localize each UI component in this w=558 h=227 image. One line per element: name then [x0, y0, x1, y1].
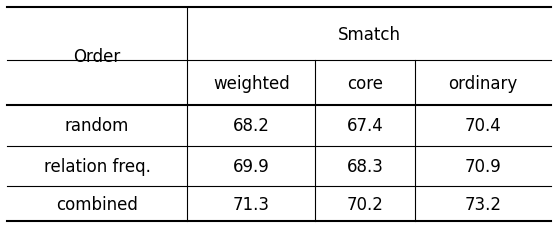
Text: 70.2: 70.2	[347, 195, 383, 213]
Text: 71.3: 71.3	[233, 195, 270, 213]
Text: 67.4: 67.4	[347, 117, 383, 135]
Text: 73.2: 73.2	[465, 195, 502, 213]
Text: Order: Order	[74, 48, 121, 66]
Text: combined: combined	[56, 195, 138, 213]
Text: 68.3: 68.3	[347, 157, 383, 175]
Text: random: random	[65, 117, 129, 135]
Text: core: core	[347, 74, 383, 92]
Text: Smatch: Smatch	[338, 25, 401, 43]
Text: relation freq.: relation freq.	[44, 157, 151, 175]
Text: ordinary: ordinary	[449, 74, 518, 92]
Text: 69.9: 69.9	[233, 157, 270, 175]
Text: 68.2: 68.2	[233, 117, 270, 135]
Text: 70.9: 70.9	[465, 157, 502, 175]
Text: weighted: weighted	[213, 74, 290, 92]
Text: 70.4: 70.4	[465, 117, 502, 135]
